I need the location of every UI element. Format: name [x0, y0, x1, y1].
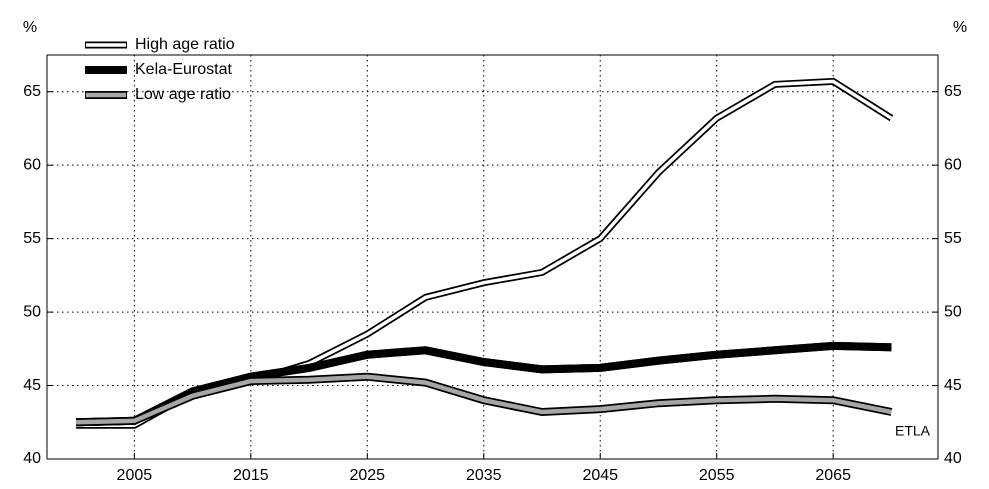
series-line — [76, 374, 892, 425]
y2-tick-label: 50 — [944, 303, 962, 320]
legend-label: Low age ratio — [135, 86, 231, 103]
series-outline — [76, 77, 894, 429]
legend-label: High age ratio — [135, 36, 235, 53]
x-tick-label: 2045 — [582, 467, 618, 484]
y-tick-label: 55 — [23, 230, 41, 247]
y2-tick-label: 60 — [944, 156, 962, 173]
y-unit-left: % — [23, 19, 37, 36]
plot-frame — [46, 54, 939, 460]
y2-tick-label: 40 — [944, 450, 962, 467]
y-tick-label: 45 — [23, 377, 41, 394]
x-tick-label: 2035 — [466, 467, 502, 484]
series-line — [76, 79, 893, 427]
x-tick-label: 2015 — [233, 467, 269, 484]
x-tick-label: 2025 — [349, 467, 385, 484]
x-tick-label: 2005 — [117, 467, 153, 484]
x-tick-label: 2055 — [699, 467, 735, 484]
y-tick-label: 40 — [23, 450, 41, 467]
y2-tick-label: 55 — [944, 230, 962, 247]
legend-label: Kela-Eurostat — [135, 61, 232, 78]
y-unit-right: % — [953, 19, 967, 36]
y-tick-label: 65 — [23, 83, 41, 100]
annotation: ETLA — [895, 423, 931, 439]
x-tick-label: 2065 — [815, 467, 851, 484]
y2-tick-label: 45 — [944, 377, 962, 394]
y-tick-label: 60 — [23, 156, 41, 173]
y2-tick-label: 65 — [944, 83, 962, 100]
series-line — [75, 341, 892, 427]
y-tick-label: 50 — [23, 303, 41, 320]
